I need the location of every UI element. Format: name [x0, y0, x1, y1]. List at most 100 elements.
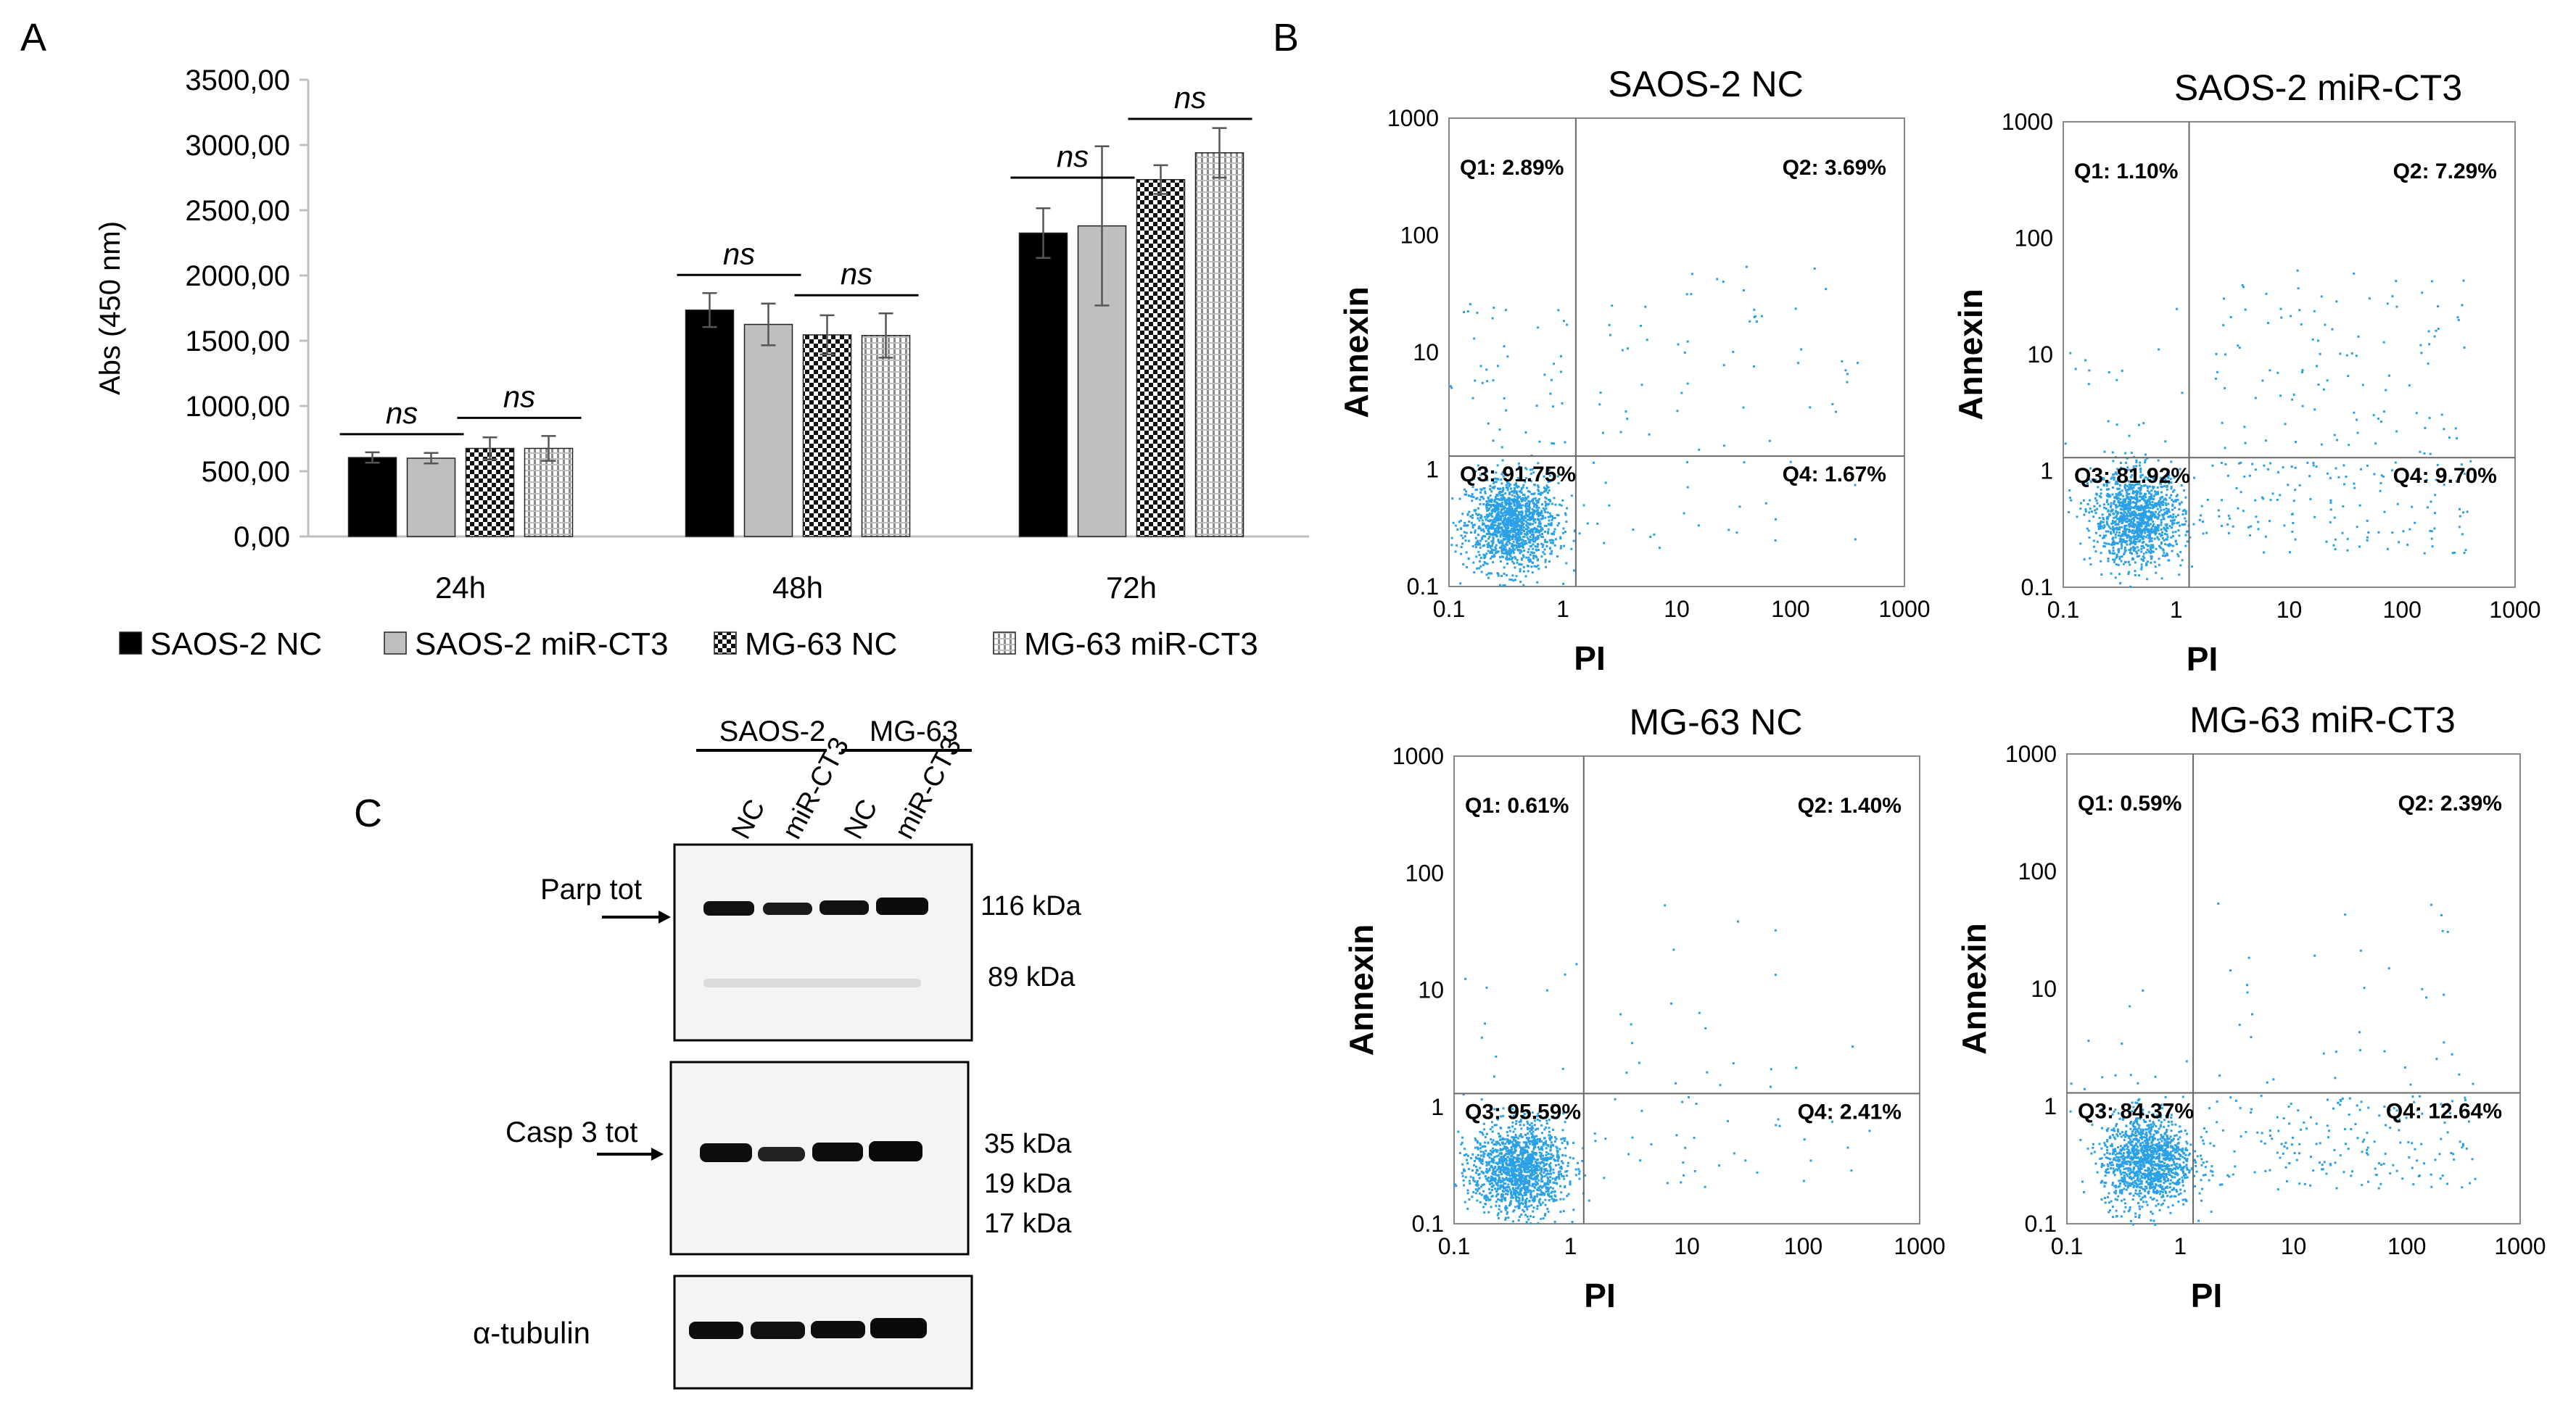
point [2165, 538, 2168, 541]
point [1497, 1180, 1500, 1183]
point [1464, 977, 1467, 980]
point [2140, 563, 2143, 566]
point [1538, 1193, 1541, 1196]
point [1479, 517, 1482, 520]
point [2106, 1145, 2109, 1148]
point [1471, 526, 1474, 529]
category-label: 24h [435, 571, 486, 605]
point [1548, 1165, 1551, 1168]
point [1639, 1159, 1642, 1162]
point [1469, 1182, 1471, 1185]
point [1461, 1136, 1464, 1139]
point [1532, 1216, 1535, 1219]
point [1496, 1149, 1499, 1152]
point [2359, 468, 2362, 471]
point [1556, 1147, 1559, 1150]
point [1519, 1176, 1522, 1179]
point [1789, 460, 1792, 463]
point [2170, 1130, 2173, 1132]
point [2118, 528, 2121, 531]
point [1533, 1182, 1536, 1185]
point [2134, 505, 2137, 507]
point [1549, 1172, 1552, 1175]
point [1460, 552, 1463, 555]
point [2130, 471, 2133, 473]
point [1487, 528, 1490, 531]
x-tick-label: 10 [2276, 597, 2303, 623]
point [2121, 369, 2123, 372]
point [1520, 1182, 1523, 1185]
point [1501, 549, 1504, 552]
point [2086, 482, 2089, 485]
point [2113, 502, 2115, 505]
point [2134, 502, 2137, 505]
point [2157, 1170, 2160, 1173]
point [1608, 323, 1611, 326]
point [2160, 518, 2163, 521]
point [2137, 487, 2140, 490]
point [1522, 554, 1525, 557]
point [1503, 1168, 1506, 1171]
point [1479, 556, 1482, 559]
point [1500, 1198, 1503, 1201]
point [2076, 515, 2078, 518]
point [1479, 498, 1482, 501]
point [1648, 433, 1651, 436]
point [2124, 498, 2127, 501]
point [2152, 497, 2155, 500]
point [1495, 1155, 1498, 1158]
point [1503, 530, 1506, 533]
point [1500, 1152, 1503, 1155]
point [2164, 543, 2167, 546]
point [2153, 477, 2156, 480]
point [1498, 1138, 1501, 1141]
point [2145, 1201, 2148, 1203]
point [1556, 1151, 1559, 1154]
point [2128, 523, 2131, 526]
point [1525, 1168, 1528, 1171]
point [2372, 414, 2375, 417]
point [1543, 1193, 1545, 1196]
point [1468, 1114, 1471, 1116]
point [1484, 466, 1487, 469]
point [1532, 513, 1535, 516]
point [1560, 1191, 1563, 1194]
point [1524, 497, 1527, 500]
point [1548, 523, 1551, 526]
point [2171, 523, 2174, 526]
point [1533, 1199, 1536, 1202]
point [1522, 1124, 1525, 1127]
point [1516, 502, 1519, 505]
point [2155, 1204, 2158, 1207]
point [1514, 1192, 1517, 1195]
point [1496, 1214, 1499, 1217]
point [1518, 1197, 1521, 1200]
point [2163, 552, 2166, 555]
point [2115, 504, 2118, 507]
point [2138, 1127, 2141, 1130]
point [2134, 542, 2137, 545]
point [1490, 1195, 1493, 1198]
point [2144, 484, 2147, 487]
point [1496, 1198, 1499, 1201]
point [2183, 508, 2186, 511]
point [1497, 1174, 1500, 1177]
point [2142, 1128, 2144, 1131]
point [2127, 573, 2130, 576]
point [1495, 517, 1498, 520]
point [2107, 517, 2110, 520]
y-tick-label: 100 [2015, 225, 2053, 252]
point [1490, 498, 1493, 501]
point [1516, 1144, 1519, 1147]
point [2115, 523, 2118, 526]
point [2391, 295, 2394, 298]
point [2117, 523, 2120, 526]
point [1507, 550, 1510, 552]
point [2108, 514, 2111, 517]
point [2177, 555, 2180, 558]
point [1523, 515, 1526, 518]
point [1461, 1172, 1464, 1174]
point [2121, 505, 2123, 507]
point [2108, 494, 2111, 497]
